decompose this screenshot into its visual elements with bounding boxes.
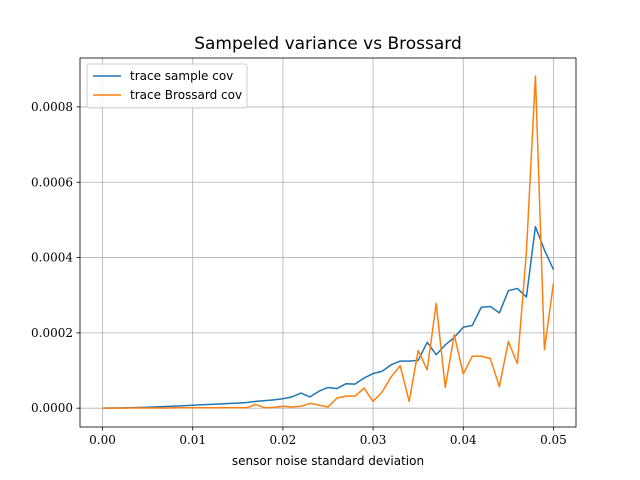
y-tick-label: 0.0002 xyxy=(31,326,73,340)
legend-label-1: trace sample cov xyxy=(130,69,233,83)
y-tick-label: 0.0008 xyxy=(31,100,73,114)
x-tick-label: 0.02 xyxy=(270,433,297,447)
y-tick-label: 0.0000 xyxy=(31,401,73,415)
x-axis-label: sensor noise standard deviation xyxy=(232,454,424,468)
x-tick-label: 0.00 xyxy=(89,433,116,447)
grid xyxy=(80,58,576,427)
ticks: 0.00 0.01 0.02 0.03 0.04 0.05 0.0000 0.0002 0.00… xyxy=(31,100,567,447)
plot-frame xyxy=(79,57,577,428)
x-tick-label: 0.01 xyxy=(179,433,206,447)
y-tick-label: 0.0006 xyxy=(31,175,73,189)
x-tick-label: 0.03 xyxy=(360,433,387,447)
chart-title: Sampeled variance vs Brossard xyxy=(194,34,462,54)
series-line-2 xyxy=(102,75,555,409)
y-tick-label: 0.0004 xyxy=(31,251,73,265)
series-line-1 xyxy=(102,225,555,409)
legend: trace sample cov trace Brossard cov xyxy=(86,63,248,109)
x-tick-label: 0.05 xyxy=(540,433,567,447)
x-tick-label: 0.04 xyxy=(450,433,477,447)
series-layer xyxy=(102,75,555,409)
legend-label-2: trace Brossard cov xyxy=(130,88,242,102)
legend-box xyxy=(86,63,248,109)
